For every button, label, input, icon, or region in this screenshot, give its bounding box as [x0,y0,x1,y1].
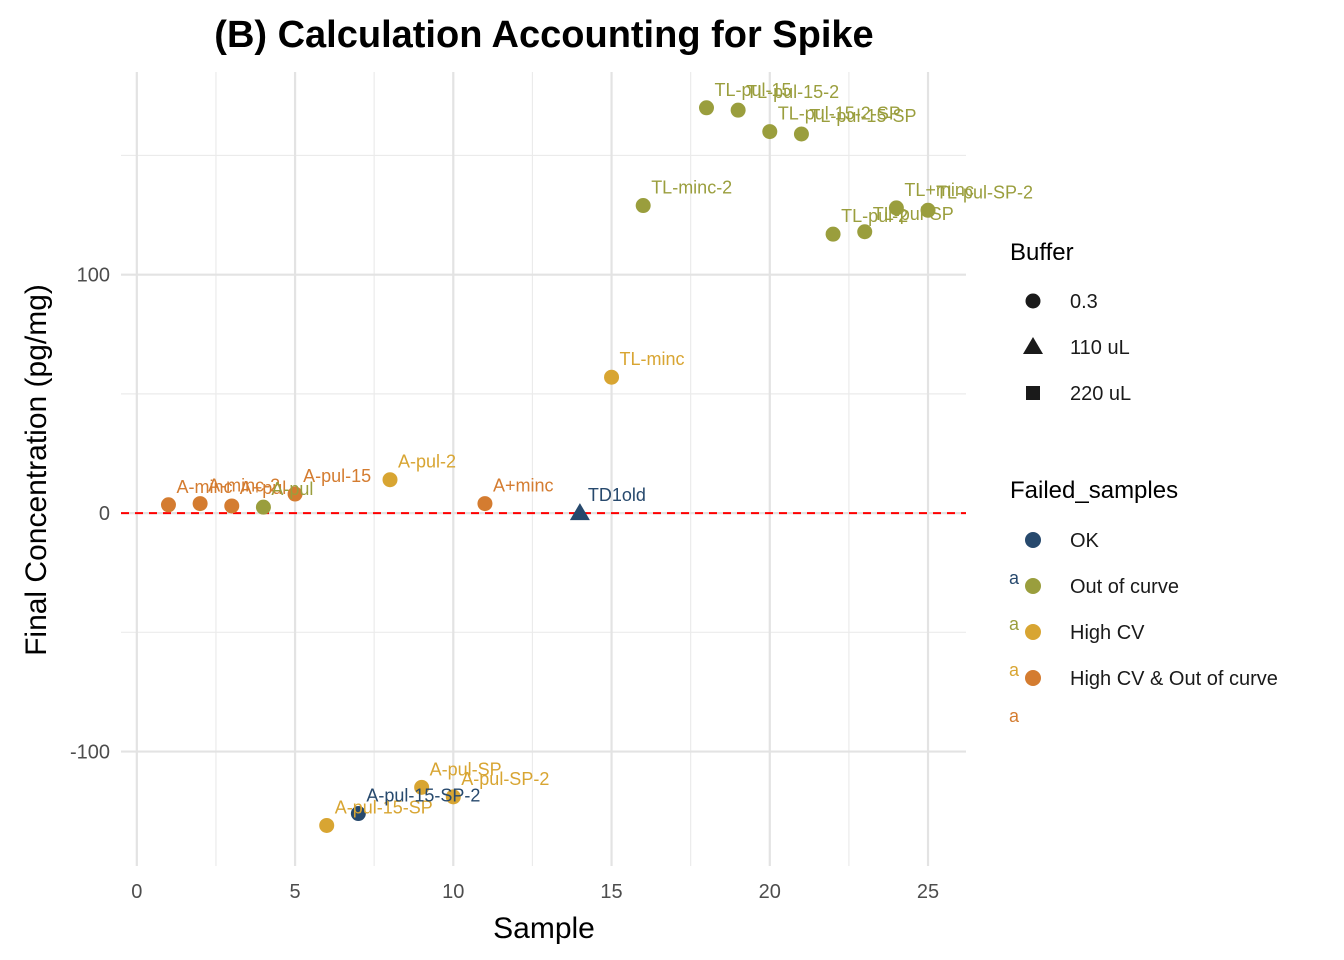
legend-failed-items: OK Out of curve High CV High CV & Out of cu… [1009,530,1278,726]
data-point-label: A-minc-2 [208,476,280,496]
legend-text-key-glyph: a [1009,568,1020,588]
data-point [414,779,430,795]
data-point-label: TL-pul-2 [841,206,908,226]
data-point-label: A-pul-SP [430,759,502,779]
data-point-label: TL+minc [904,180,974,200]
grid [121,72,966,866]
data-point-label: TL-pul-15-SP [809,106,916,126]
data-point-label: A+pul [240,478,287,498]
legend-buffer-items: 0.3 110 uL 220 uL [1023,291,1131,405]
x-axis-title: Sample [493,912,595,945]
data-point [762,124,778,140]
data-points [160,100,936,833]
data-point-label: TD1old [588,485,646,505]
data-point [825,226,841,242]
legend-key-circle [1025,293,1041,309]
legend-key-circle [1025,578,1041,594]
data-point [255,499,271,515]
legend-key-square [1026,386,1040,400]
x-tick-label: 15 [600,881,622,903]
data-point [635,198,651,214]
y-tick-label: 100 [77,265,110,287]
legend-key-circle [1025,624,1041,640]
data-point-label: A+minc [493,476,554,496]
x-tick-label: 5 [290,881,301,903]
data-point-label: TL-pul-SP [873,204,954,224]
data-point-label: TL-pul-15-2-SP [778,104,901,124]
data-point [888,200,904,216]
data-point [793,126,809,142]
legend-text-key-glyph: a [1009,614,1020,634]
x-tick-label: 25 [917,881,939,903]
chart-title: (B) Calculation Accounting for Spike [214,14,873,56]
data-point [445,789,461,805]
data-point [319,817,335,833]
data-point-label: A-pul-15 [303,466,371,486]
data-point [160,497,176,513]
legend-label: 220 uL [1070,383,1131,405]
legend-text-key-glyph: a [1009,660,1020,680]
legend-label: 0.3 [1070,291,1098,313]
x-tick-label: 20 [759,881,781,903]
data-point [350,806,366,822]
data-point [287,486,303,502]
data-point-label: TL-pul-15-2 [746,82,839,102]
data-point-label: TL-pul-15 [714,80,791,100]
data-point [224,498,240,514]
legend-label: OK [1070,530,1100,552]
data-point [730,102,746,118]
x-tick-label: 0 [131,881,142,903]
legend-key-circle [1025,532,1041,548]
y-axis-ticks: -100 0 100 [70,265,110,764]
y-tick-label: -100 [70,742,110,764]
data-point [857,224,873,240]
legend-title-buffer: Buffer [1010,239,1074,266]
legend-label: 110 uL [1070,337,1130,359]
data-point-label: A-pul-2 [398,452,456,472]
legend-text-key-glyph: a [1009,706,1020,726]
legend-key-circle [1025,670,1041,686]
data-point-label: A-pul-SP-2 [461,769,549,789]
legend-key-triangle [1023,337,1043,354]
data-point [698,100,714,116]
data-point [569,503,590,521]
data-point [192,496,208,512]
data-point-label: A-pul-15-SP-2 [366,786,480,806]
data-point-label: TL-pul-SP-2 [936,182,1033,202]
y-axis-title: Final Concentration (pg/mg) [20,284,53,656]
data-point-label: TL-minc [620,349,685,369]
data-point [477,496,493,512]
legend-label: High CV & Out of curve [1070,668,1278,690]
data-point-label: A-pul-15-SP [335,797,433,817]
y-tick-label: 0 [99,503,110,525]
data-point-label: TL-minc-2 [651,178,732,198]
legend: Buffer 0.3 110 uL 220 uL Failed_samples OK… [1009,239,1278,726]
x-axis-ticks: 0 5 10 15 20 25 [131,881,939,903]
legend-title-failed: Failed_samples [1010,477,1178,504]
data-point [604,369,620,385]
data-point-label: A-minc [176,477,232,497]
legend-label: High CV [1070,622,1145,644]
legend-label: Out of curve [1070,576,1179,598]
data-point [920,202,936,218]
x-tick-label: 10 [442,881,464,903]
data-point-label: A-pul [271,479,313,499]
data-point [382,472,398,488]
